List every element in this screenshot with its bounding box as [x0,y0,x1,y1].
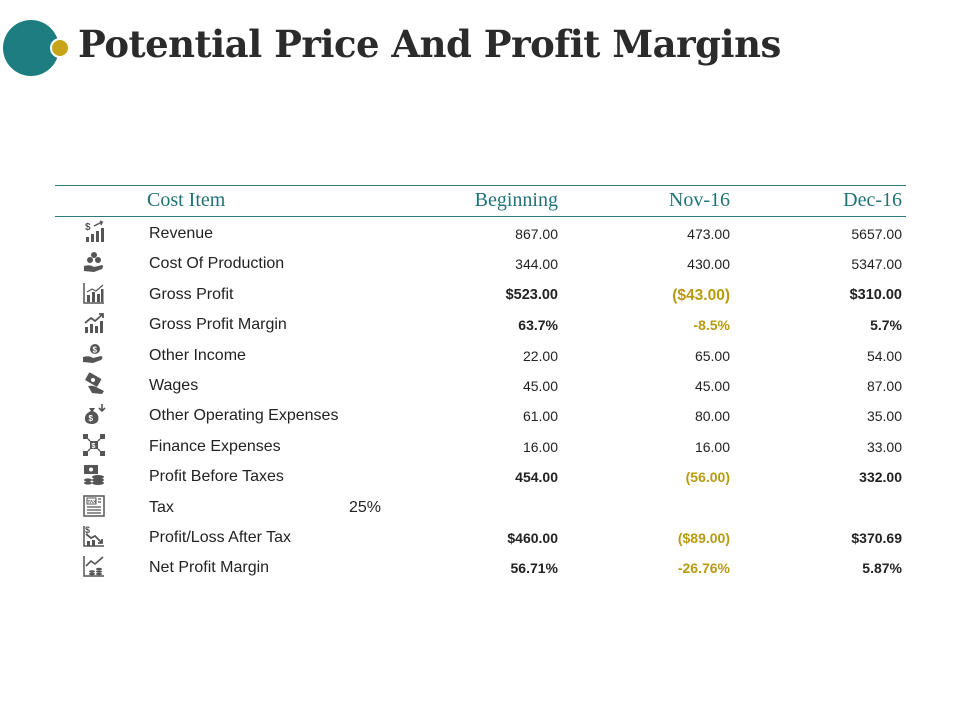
svg-text:$: $ [93,345,98,354]
row-label: Profit Before Taxes [149,468,284,486]
cell-beginning: 344.00 [515,256,558,273]
svg-text:$: $ [85,525,90,535]
cell-nov-16: 45.00 [694,377,730,394]
cell-nov-16: -8.5% [693,317,730,334]
row-label: Tax [149,498,174,516]
table-row: Profit Before Taxes 454.00 (56.00) 332.00 [55,460,906,490]
row-label: Cost Of Production [149,255,285,273]
decorative-teal-circle [3,20,59,76]
cell-beginning: 56.71% [510,560,558,577]
revenue-chart-icon: $ [82,220,106,244]
profit-margin-table: Cost Item Beginning Nov-16 Dec-16 $ Reven… [55,185,906,582]
cell-beginning: 61.00 [522,408,558,425]
cell-dec-16: $370.69 [851,529,902,546]
table-row: $ Other Income 22.00 65.00 54.00 [55,339,906,369]
svg-text:TAX: TAX [88,499,97,504]
cell-nov-16: ($89.00) [677,529,730,546]
profit-chart-icon [82,554,106,578]
cell-beginning: 63.7% [518,317,558,334]
table-row: $ Finance Expenses 16.00 16.00 33.00 [55,430,906,460]
row-label: Profit/Loss After Tax [149,528,291,546]
cell-beginning: $460.00 [507,529,558,546]
finance-network-icon: $ [82,433,106,457]
cell-dec-16: 35.00 [866,408,902,425]
table-row: Net Profit Margin 56.71% -26.76% 5.87% [55,551,906,581]
svg-text:$: $ [85,222,91,233]
row-label: Gross Profit [149,285,234,303]
cell-nov-16: 65.00 [694,347,730,364]
decorative-gold-dot [50,38,70,58]
header-beginning: Beginning [474,189,558,211]
slide-title: Potential Price And Profit Margins [78,22,781,66]
cell-dec-16: 33.00 [866,438,902,455]
row-label: Wages [149,376,199,394]
row-label: Other Income [149,346,246,364]
row-rate: 25% [349,498,382,516]
table-row: Gross Profit Margin 63.7% -8.5% 5.7% [55,308,906,338]
hand-coins-icon [82,250,106,274]
cell-dec-16: 332.00 [859,469,902,486]
row-label: Gross Profit Margin [149,316,287,334]
cell-dec-16: 54.00 [866,347,902,364]
cell-nov-16: ($43.00) [672,286,730,304]
cell-dec-16: 5657.00 [851,226,902,242]
table-row: $ Revenue 867.00 473.00 5657.00 [55,217,906,247]
header-nov-16: Nov-16 [668,189,730,211]
loss-chart-icon: $ [82,524,106,548]
table-body: $ Revenue 867.00 473.00 5657.00 Cost Of Produ… [55,217,906,582]
table-row: $ Other Operating Expenses 61.00 80.00 35.00 [55,399,906,429]
table-header: Cost Item Beginning Nov-16 Dec-16 [55,185,906,217]
svg-text:$: $ [92,443,96,450]
cell-dec-16: 87.00 [866,377,902,394]
cell-dec-16: 5347.00 [851,256,902,273]
cell-beginning: 22.00 [522,347,558,364]
growth-chart-icon [82,311,106,335]
cell-dec-16: 5.87% [862,560,902,577]
cell-dec-16: $310.00 [849,286,902,303]
header-dec-16: Dec-16 [843,189,902,211]
header-cost-item: Cost Item [147,189,226,211]
table-row: Wages 45.00 45.00 87.00 [55,369,906,399]
cell-nov-16: (56.00) [685,469,730,486]
cell-beginning: 45.00 [522,377,558,394]
cell-nov-16: 80.00 [694,408,730,425]
cell-nov-16: -26.76% [677,560,730,577]
cell-beginning: 867.00 [515,226,558,242]
money-bag-down-icon: $ [82,402,106,426]
cell-beginning: 454.00 [515,469,558,486]
cell-nov-16: 430.00 [687,256,730,273]
tax-document-icon: TAX [82,494,106,518]
row-label: Finance Expenses [149,437,281,455]
hand-dollar-icon: $ [82,342,106,366]
cell-beginning: 16.00 [522,438,558,455]
svg-text:$: $ [89,414,94,423]
cell-nov-16: 473.00 [687,226,730,242]
table-row: Gross Profit $523.00 ($43.00) $310.00 [55,278,906,308]
row-label: Other Operating Expenses [149,407,339,425]
row-label: Net Profit Margin [149,559,270,577]
cash-hand-icon [82,372,106,396]
bar-chart-icon [82,281,106,305]
table-row: TAX Tax 25% [55,491,906,521]
table-row: Cost Of Production 344.00 430.00 5347.00 [55,247,906,277]
cell-nov-16: 16.00 [694,438,730,455]
cash-coins-icon [82,463,106,487]
cell-dec-16: 5.7% [870,317,902,334]
table-row: $ Profit/Loss After Tax $460.00 ($89.00) $37… [55,521,906,551]
row-label: Revenue [149,225,214,242]
cell-beginning: $523.00 [505,286,558,303]
